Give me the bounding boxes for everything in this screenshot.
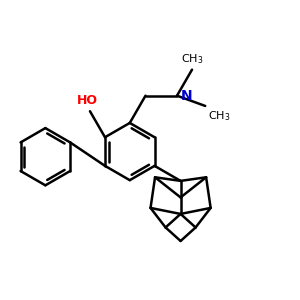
Text: HO: HO: [77, 94, 98, 107]
Text: CH$_3$: CH$_3$: [208, 110, 231, 123]
Text: N: N: [180, 89, 192, 103]
Text: CH$_3$: CH$_3$: [181, 52, 203, 66]
